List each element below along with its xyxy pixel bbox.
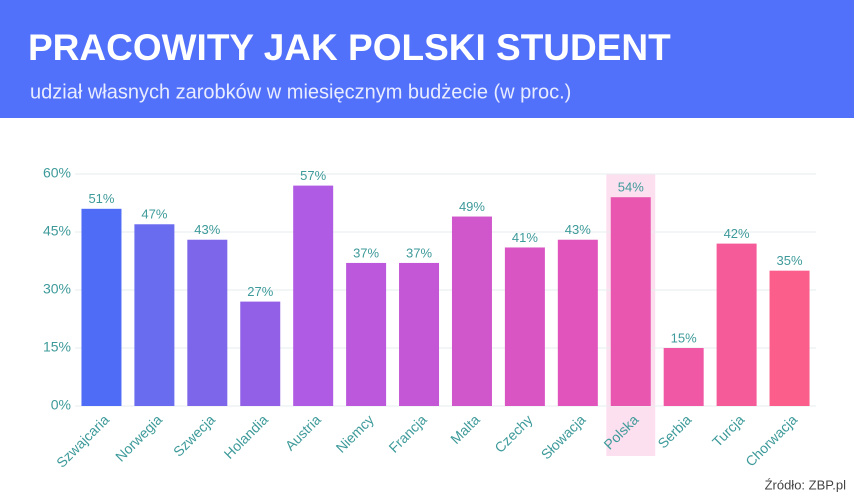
bar (716, 243, 757, 406)
bar (293, 185, 334, 406)
bar (769, 270, 810, 406)
x-tick-label: Chorwacja (742, 411, 800, 469)
bar (610, 197, 651, 406)
value-label: 49% (459, 199, 485, 214)
x-tick-label: Norwegia (112, 411, 165, 464)
bar (451, 216, 492, 406)
x-tick-label: Turcja (709, 411, 748, 450)
x-tick-label: Czechy (491, 411, 535, 455)
y-tick-label: 0% (51, 397, 71, 413)
value-label: 27% (247, 284, 273, 299)
x-tick-label: Austria (282, 411, 324, 453)
bar (663, 348, 704, 406)
value-label: 43% (194, 222, 220, 237)
header-band (0, 0, 854, 118)
value-label: 57% (300, 168, 326, 183)
value-label: 42% (724, 226, 750, 241)
bar (240, 301, 281, 406)
x-tick-label: Serbia (654, 411, 694, 451)
x-tick-label: Słowacja (538, 411, 589, 462)
bar (557, 239, 598, 406)
x-tick-label: Szwecja (170, 411, 218, 459)
bar (187, 239, 228, 406)
x-tick-label: Niemcy (333, 411, 377, 455)
value-label: 15% (671, 330, 697, 345)
bar (81, 208, 122, 406)
x-tick-label: Holandia (221, 411, 272, 462)
value-label: 47% (141, 207, 167, 222)
value-label: 37% (353, 245, 379, 260)
chart-subtitle: udział własnych zarobków w miesięcznym b… (30, 81, 571, 103)
bar (399, 262, 440, 406)
value-label: 51% (88, 191, 114, 206)
bar (134, 224, 175, 406)
chart-title: PRACOWITY JAK POLSKI STUDENT (28, 27, 671, 68)
x-tick-label: Szwajcaria (53, 411, 112, 470)
y-tick-label: 15% (43, 339, 71, 355)
y-tick-label: 45% (43, 223, 71, 239)
value-label: 41% (512, 230, 538, 245)
bar (346, 262, 387, 406)
value-label: 37% (406, 245, 432, 260)
x-tick-label: Francja (385, 411, 429, 455)
y-tick-label: 60% (43, 165, 71, 181)
value-label: 43% (565, 222, 591, 237)
bar (504, 247, 545, 406)
value-label: 35% (777, 253, 803, 268)
source: Źródło: ZBP.pl (765, 477, 847, 492)
y-tick-label: 30% (43, 281, 71, 297)
x-tick-label: Malta (447, 411, 483, 447)
value-label: 54% (618, 180, 644, 195)
